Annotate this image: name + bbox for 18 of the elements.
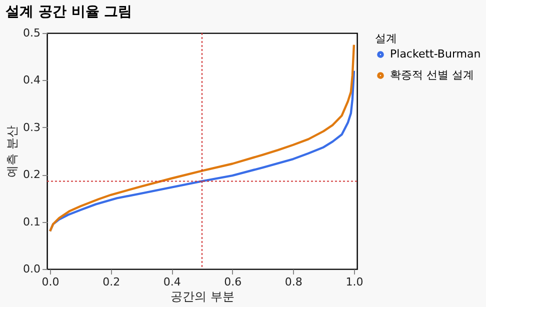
y-tick-label: 0.1 <box>23 215 40 228</box>
legend-label: 확증적 선별 설계 <box>390 68 474 82</box>
legend-label: Plackett-Burman <box>390 48 481 60</box>
y-tick-label: 0.0 <box>23 262 40 276</box>
x-tick-label: 1.0 <box>346 276 364 288</box>
legend-title: 설계 <box>375 32 397 45</box>
x-tick-label: 0.0 <box>42 276 60 288</box>
y-tick-label: 0.2 <box>23 168 40 182</box>
chart-title: 설계 공간 비율 그림 <box>6 4 132 20</box>
x-tick-label: 0.6 <box>224 276 242 288</box>
y-tick-label: 0.4 <box>23 74 40 87</box>
x-tick-label: 0.4 <box>163 276 181 288</box>
y-axis-title: 예측 분산 <box>5 126 20 178</box>
x-tick-label: 0.8 <box>284 276 302 288</box>
y-tick-label: 0.5 <box>23 26 40 40</box>
y-tick-label: 0.3 <box>23 120 40 134</box>
x-axis-title: 공간의 부분 <box>170 290 234 304</box>
x-tick-label: 0.2 <box>102 276 120 288</box>
